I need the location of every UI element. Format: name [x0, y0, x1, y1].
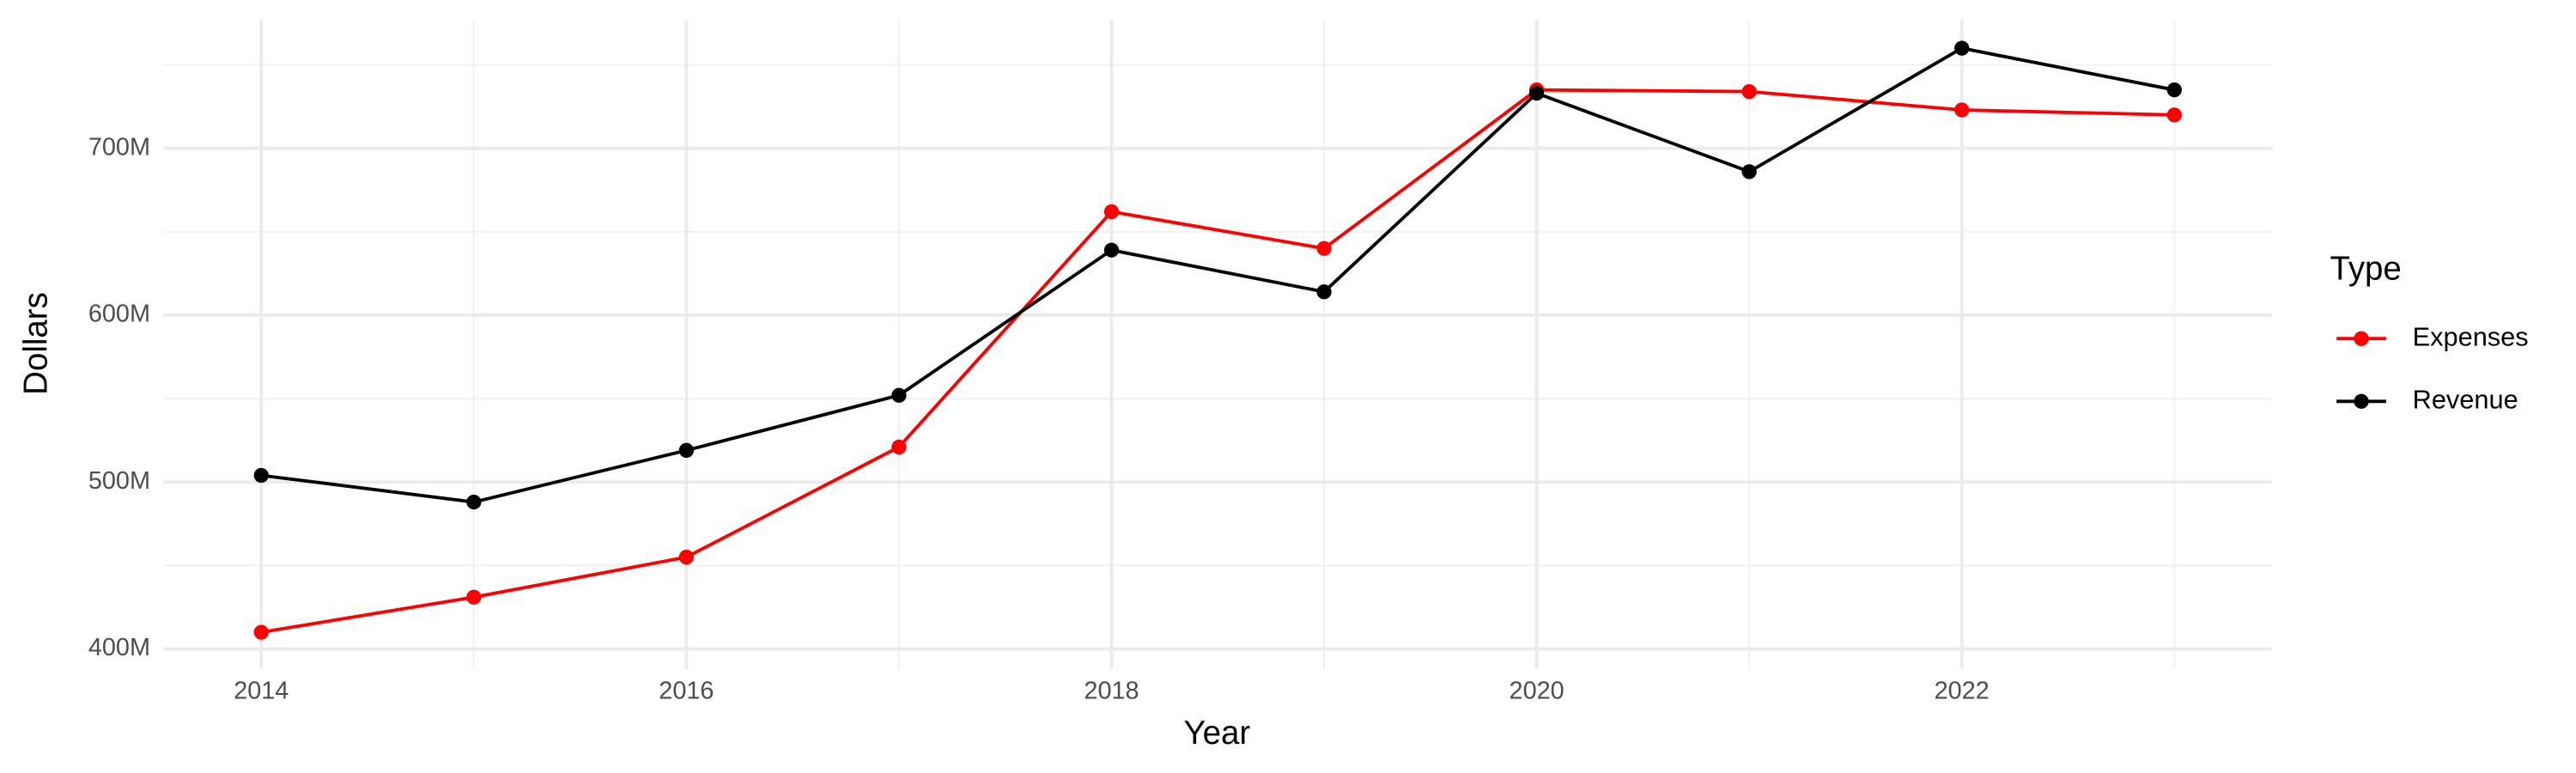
x-tick-label: 2018	[1084, 677, 1139, 704]
x-tick-label: 2022	[1935, 677, 1990, 704]
x-tick-label: 2020	[1510, 677, 1564, 704]
point	[1528, 85, 1545, 101]
point	[1954, 40, 1970, 56]
point	[678, 550, 695, 565]
y-tick-label: 700M	[88, 133, 150, 161]
point	[1316, 240, 1332, 256]
point	[1316, 284, 1332, 300]
point	[891, 439, 907, 455]
legend-point	[2354, 393, 2369, 409]
line	[260, 88, 2175, 635]
point	[1741, 83, 1757, 100]
point	[2166, 107, 2182, 123]
point	[253, 624, 269, 640]
point	[2166, 82, 2182, 98]
point	[253, 467, 269, 484]
point	[1103, 204, 1120, 220]
legend-label: Revenue	[2413, 384, 2518, 414]
point	[466, 494, 482, 510]
y-axis-title: Dollars	[17, 292, 54, 395]
point	[466, 589, 482, 605]
point	[678, 442, 695, 458]
point	[1103, 242, 1120, 258]
legend-point	[2354, 331, 2369, 346]
y-tick-label: 400M	[88, 634, 150, 661]
point	[1741, 164, 1757, 180]
legend-label: Expenses	[2413, 321, 2529, 351]
y-tick-label: 500M	[88, 467, 150, 495]
y-tick-label: 600M	[88, 301, 150, 328]
x-axis-title: Year	[1183, 715, 1250, 752]
point	[891, 387, 907, 403]
x-tick-label: 2016	[659, 677, 714, 704]
legend-title: Type	[2330, 251, 2401, 288]
x-tick-label: 2014	[234, 677, 289, 704]
point	[1954, 102, 1970, 118]
line	[261, 46, 2175, 504]
